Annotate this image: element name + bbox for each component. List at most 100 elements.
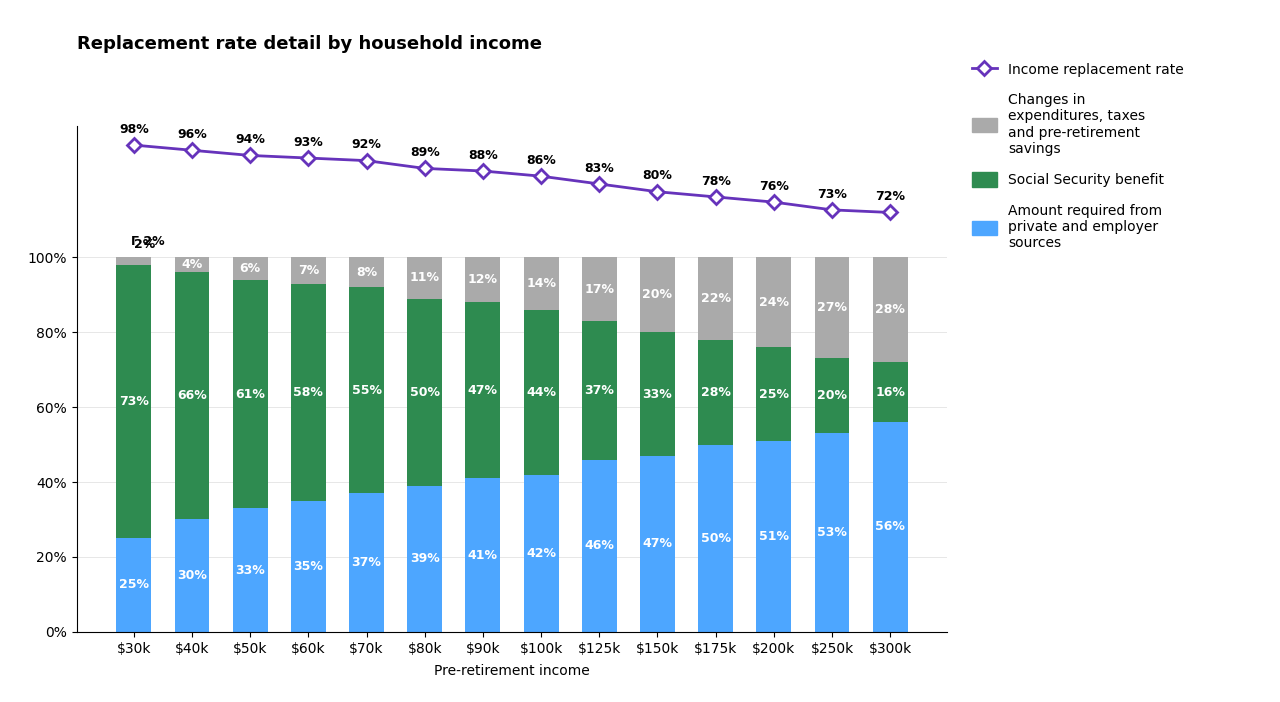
Text: 83%: 83% [585, 161, 614, 175]
Text: 50%: 50% [700, 531, 731, 545]
Text: 28%: 28% [876, 303, 905, 317]
Text: 50%: 50% [410, 385, 440, 399]
Bar [116, 258, 151, 265]
Text: 24%: 24% [759, 296, 788, 309]
Bar [640, 332, 675, 456]
Bar [349, 258, 384, 287]
Bar [698, 258, 733, 340]
Text: 6%: 6% [239, 262, 261, 275]
Bar [233, 508, 268, 632]
Text: 25%: 25% [759, 388, 788, 401]
Text: 53%: 53% [817, 526, 847, 539]
Text: 44%: 44% [526, 385, 556, 399]
Text: 41%: 41% [468, 548, 498, 562]
Bar [291, 258, 326, 284]
Text: 33%: 33% [643, 388, 672, 401]
Bar [233, 280, 268, 508]
Bar [756, 258, 791, 347]
Bar [174, 519, 210, 632]
Text: 86%: 86% [526, 154, 556, 167]
Bar [407, 258, 442, 298]
Bar [814, 433, 850, 632]
Bar [466, 303, 500, 478]
Bar [582, 460, 617, 632]
Text: 98%: 98% [119, 123, 148, 135]
Text: 66%: 66% [177, 390, 207, 402]
Bar [582, 258, 617, 321]
Bar [116, 265, 151, 538]
Text: 16%: 16% [876, 385, 905, 399]
Bar [349, 287, 384, 494]
Bar [582, 321, 617, 460]
Bar [873, 362, 908, 422]
Text: 14%: 14% [526, 277, 556, 290]
Text: 30%: 30% [177, 569, 207, 582]
Bar [466, 258, 500, 303]
Text: 20%: 20% [643, 289, 672, 301]
Text: 73%: 73% [817, 187, 847, 201]
Text: 2%: 2% [134, 238, 155, 251]
Text: 88%: 88% [468, 149, 498, 161]
Text: 35%: 35% [293, 559, 324, 573]
Text: 28%: 28% [700, 385, 731, 399]
Text: 51%: 51% [759, 530, 788, 543]
Bar [873, 258, 908, 362]
Text: 76%: 76% [759, 180, 788, 193]
Bar [640, 456, 675, 632]
Bar [524, 258, 558, 310]
X-axis label: Pre-retirement income: Pre-retirement income [434, 664, 590, 678]
Bar [233, 258, 268, 280]
Bar [814, 258, 850, 359]
Bar [814, 359, 850, 433]
Text: 20%: 20% [817, 390, 847, 402]
Text: 8%: 8% [356, 266, 378, 279]
Text: 80%: 80% [643, 169, 672, 183]
Text: 58%: 58% [293, 385, 324, 399]
Bar [407, 486, 442, 632]
Text: 12%: 12% [468, 273, 498, 286]
Bar [524, 310, 558, 475]
Text: 72%: 72% [876, 190, 905, 203]
Bar [640, 258, 675, 332]
Bar [407, 298, 442, 486]
Text: 27%: 27% [817, 301, 847, 314]
Text: 55%: 55% [352, 384, 381, 397]
Text: 25%: 25% [119, 578, 148, 592]
Text: 61%: 61% [236, 388, 265, 401]
Text: 46%: 46% [585, 539, 614, 552]
Bar [756, 441, 791, 632]
Legend: Income replacement rate, Changes in
expenditures, taxes
and pre-retirement
savin: Income replacement rate, Changes in expe… [966, 56, 1189, 256]
Bar [291, 284, 326, 501]
Bar [466, 478, 500, 632]
Text: 22%: 22% [700, 292, 731, 305]
Bar [116, 538, 151, 632]
Bar [174, 258, 210, 272]
Text: Replacement rate detail by household income: Replacement rate detail by household inc… [77, 35, 541, 53]
Text: 94%: 94% [236, 133, 265, 146]
Bar [174, 272, 210, 519]
Bar [524, 475, 558, 632]
Text: 37%: 37% [585, 384, 614, 397]
Text: 11%: 11% [410, 272, 440, 284]
Text: 78%: 78% [700, 175, 731, 187]
Text: 47%: 47% [643, 537, 672, 550]
Text: 47%: 47% [468, 384, 498, 397]
Bar [698, 340, 733, 444]
Text: 42%: 42% [526, 547, 556, 559]
Bar [291, 501, 326, 632]
Text: Γ 2%: Γ 2% [131, 235, 165, 248]
Bar [756, 347, 791, 441]
Text: 89%: 89% [410, 146, 439, 159]
Text: 33%: 33% [236, 564, 265, 576]
Text: 56%: 56% [876, 520, 905, 534]
Text: 93%: 93% [293, 135, 324, 149]
Text: 39%: 39% [410, 552, 439, 565]
Text: 7%: 7% [298, 264, 319, 277]
Text: 73%: 73% [119, 395, 148, 408]
Text: 17%: 17% [584, 283, 614, 296]
Bar [873, 422, 908, 632]
Text: 37%: 37% [352, 556, 381, 569]
Text: 96%: 96% [177, 128, 207, 141]
Bar [349, 494, 384, 632]
Text: 92%: 92% [352, 138, 381, 151]
